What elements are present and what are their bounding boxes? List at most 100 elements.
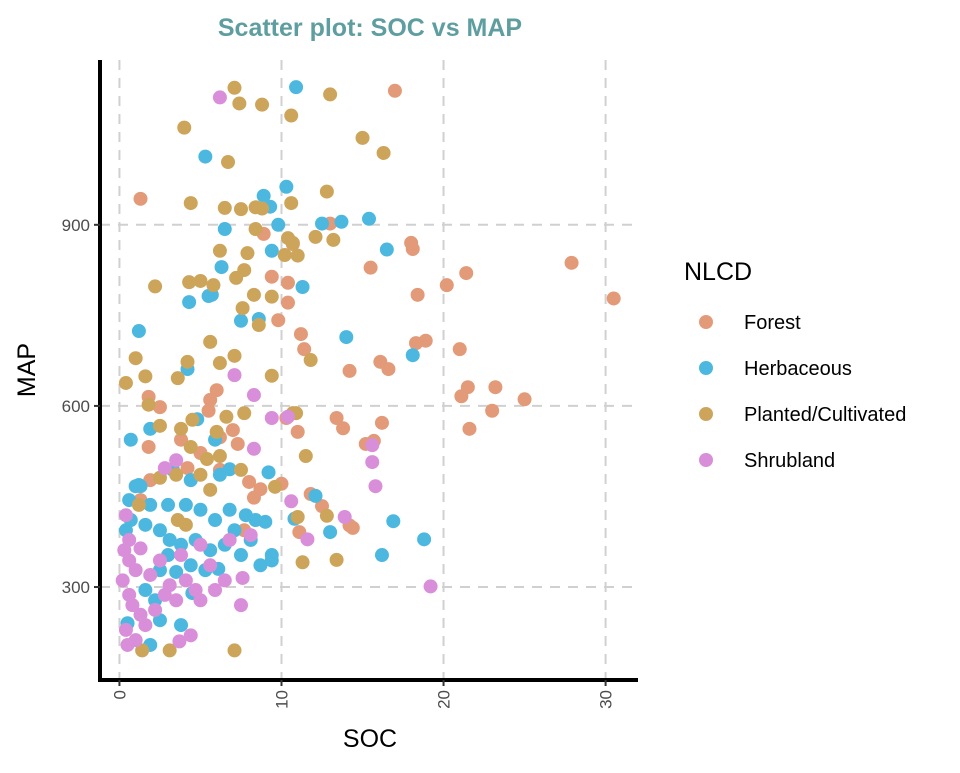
data-point bbox=[227, 368, 242, 383]
data-point bbox=[285, 235, 300, 250]
y-tick-label: 300 bbox=[62, 578, 90, 597]
data-point bbox=[280, 275, 295, 290]
data-point bbox=[290, 510, 305, 525]
data-point bbox=[423, 579, 438, 594]
data-point bbox=[183, 628, 198, 643]
data-point bbox=[264, 289, 279, 304]
data-point bbox=[225, 423, 240, 438]
legend-label: Shrubland bbox=[744, 450, 835, 472]
data-point bbox=[417, 532, 432, 547]
data-point bbox=[279, 179, 294, 194]
data-point bbox=[152, 418, 167, 433]
data-point bbox=[284, 108, 299, 123]
data-point bbox=[133, 541, 148, 556]
gridlines bbox=[100, 60, 638, 680]
data-point bbox=[342, 363, 357, 378]
data-point bbox=[365, 438, 380, 453]
data-point bbox=[323, 525, 338, 540]
data-point bbox=[284, 196, 299, 211]
data-point bbox=[329, 552, 344, 567]
data-point bbox=[193, 537, 208, 552]
data-point bbox=[138, 369, 153, 384]
data-point bbox=[374, 415, 389, 430]
data-point bbox=[233, 202, 248, 217]
data-point bbox=[201, 403, 216, 418]
data-point bbox=[157, 461, 172, 476]
data-point bbox=[118, 375, 133, 390]
data-point bbox=[227, 348, 242, 363]
data-point bbox=[319, 184, 334, 199]
data-point bbox=[329, 410, 344, 425]
data-point bbox=[255, 97, 270, 112]
data-point bbox=[227, 643, 242, 658]
data-point bbox=[290, 424, 305, 439]
data-point bbox=[128, 351, 143, 366]
legend-label: Forest bbox=[744, 312, 801, 334]
data-point bbox=[232, 96, 247, 111]
data-point bbox=[280, 295, 295, 310]
legend-marker bbox=[699, 453, 713, 467]
data-point bbox=[606, 291, 621, 306]
data-point bbox=[138, 618, 153, 633]
data-point bbox=[222, 532, 237, 547]
legend: Forest Herbaceous Planted/Cultivated Shrubl… bbox=[699, 312, 906, 472]
data-point bbox=[141, 439, 156, 454]
data-point bbox=[199, 452, 214, 467]
data-point bbox=[319, 508, 334, 523]
data-point bbox=[174, 421, 189, 436]
data-point bbox=[162, 532, 177, 547]
data-point bbox=[373, 354, 388, 369]
data-point bbox=[219, 409, 234, 424]
data-point bbox=[152, 523, 167, 538]
data-point bbox=[233, 548, 248, 563]
data-point bbox=[152, 553, 167, 568]
data-point bbox=[256, 188, 271, 203]
data-point bbox=[152, 400, 167, 415]
data-point bbox=[141, 397, 156, 412]
data-point bbox=[345, 520, 360, 535]
data-point bbox=[115, 573, 130, 588]
data-point bbox=[162, 643, 177, 658]
data-points bbox=[115, 80, 621, 658]
data-point bbox=[183, 196, 198, 211]
data-point bbox=[209, 383, 224, 398]
data-point bbox=[128, 563, 143, 578]
data-point bbox=[143, 567, 158, 582]
data-point bbox=[209, 424, 224, 439]
data-point bbox=[174, 548, 189, 563]
data-point bbox=[264, 368, 279, 383]
data-point bbox=[172, 634, 187, 649]
data-point bbox=[229, 270, 244, 285]
data-point bbox=[264, 269, 279, 284]
data-point bbox=[271, 217, 286, 232]
data-point bbox=[376, 145, 391, 160]
data-point bbox=[183, 558, 198, 573]
data-point bbox=[564, 255, 579, 270]
data-point bbox=[268, 479, 283, 494]
data-point bbox=[517, 392, 532, 407]
data-point bbox=[293, 327, 308, 342]
data-point bbox=[178, 497, 193, 512]
data-point bbox=[169, 593, 184, 608]
data-point bbox=[212, 243, 227, 258]
data-point bbox=[169, 453, 184, 468]
data-point bbox=[193, 593, 208, 608]
data-point bbox=[386, 514, 401, 529]
data-point bbox=[217, 200, 232, 215]
x-tick-label: 20 bbox=[435, 690, 454, 709]
data-point bbox=[242, 474, 257, 489]
data-point bbox=[138, 583, 153, 598]
data-point bbox=[339, 330, 354, 345]
data-point bbox=[183, 439, 198, 454]
legend-label: Planted/Cultivated bbox=[744, 404, 906, 426]
data-point bbox=[123, 432, 138, 447]
data-point bbox=[222, 502, 237, 517]
y-tick-label: 600 bbox=[62, 397, 90, 416]
x-tick-label: 0 bbox=[110, 690, 129, 699]
data-point bbox=[284, 494, 299, 509]
data-point bbox=[363, 260, 378, 275]
data-point bbox=[337, 510, 352, 525]
data-point bbox=[174, 618, 189, 633]
data-point bbox=[185, 412, 200, 427]
data-point bbox=[251, 318, 266, 333]
